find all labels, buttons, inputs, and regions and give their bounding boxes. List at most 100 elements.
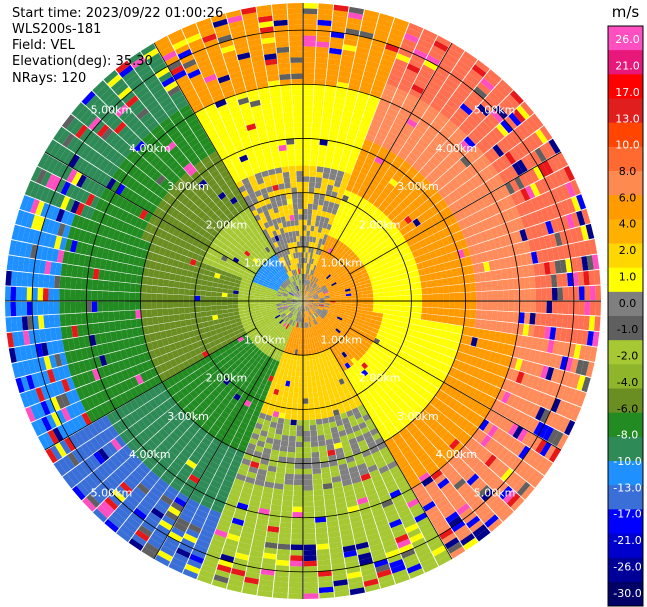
velocity-gate xyxy=(520,335,528,348)
velocity-gate xyxy=(561,273,569,287)
velocity-gate xyxy=(293,490,303,497)
velocity-gate xyxy=(370,277,377,283)
velocity-gate xyxy=(304,284,307,291)
velocity-gate xyxy=(356,291,363,296)
velocity-gate xyxy=(227,301,233,305)
velocity-gate xyxy=(284,473,294,480)
velocity-gate xyxy=(464,283,471,292)
velocity-gate xyxy=(364,221,372,229)
velocity-gate xyxy=(344,285,351,290)
velocity-gate xyxy=(550,188,561,204)
velocity-gate xyxy=(471,128,484,141)
velocity-gate xyxy=(293,495,303,502)
velocity-gate xyxy=(331,208,338,215)
velocity-gate xyxy=(357,253,365,260)
velocity-gate xyxy=(361,307,368,311)
velocity-gate xyxy=(284,385,290,392)
velocity-gate xyxy=(207,320,214,327)
velocity-gate xyxy=(293,359,297,366)
velocity-gate xyxy=(573,286,580,301)
velocity-gate xyxy=(387,212,396,221)
velocity-gate xyxy=(502,311,509,322)
velocity-gate xyxy=(357,297,363,301)
velocity-gate xyxy=(315,287,321,292)
velocity-gate xyxy=(356,306,363,311)
velocity-gate xyxy=(383,305,390,310)
velocity-gate xyxy=(315,57,328,64)
velocity-gate xyxy=(415,157,426,168)
velocity-gate xyxy=(350,244,357,251)
velocity-gate xyxy=(326,206,333,214)
velocity-gate xyxy=(444,139,456,152)
velocity-gate xyxy=(411,83,425,95)
velocity-gate xyxy=(333,10,348,18)
velocity-gate xyxy=(435,35,452,48)
velocity-gate xyxy=(5,317,12,333)
velocity-gate xyxy=(438,199,449,210)
velocity-gate xyxy=(340,296,347,299)
velocity-gate xyxy=(373,257,381,264)
velocity-gate xyxy=(535,301,542,313)
velocity-gate xyxy=(372,113,384,123)
velocity-gate xyxy=(388,33,404,43)
velocity-gate xyxy=(338,216,345,224)
velocity-gate xyxy=(335,260,342,267)
velocity-gate xyxy=(316,35,330,43)
velocity-gate xyxy=(329,270,336,276)
velocity-gate xyxy=(457,197,467,209)
velocity-gate xyxy=(323,200,330,207)
velocity-gate xyxy=(308,247,312,253)
velocity-gate xyxy=(334,147,344,155)
velocity-gate xyxy=(295,371,300,377)
velocity-gate xyxy=(318,281,324,287)
velocity-gate xyxy=(360,284,367,289)
velocity-gate xyxy=(514,176,525,190)
velocity-gate xyxy=(412,218,421,227)
velocity-gate xyxy=(406,252,415,260)
velocity-gate xyxy=(543,352,553,367)
velocity-gate xyxy=(400,267,408,274)
velocity-gate xyxy=(303,436,311,442)
velocity-gate xyxy=(330,263,336,269)
velocity-gate xyxy=(392,173,402,183)
velocity-gate xyxy=(417,138,429,149)
velocity-gate xyxy=(313,284,319,290)
velocity-gate xyxy=(357,91,370,100)
velocity-gate xyxy=(364,228,372,236)
velocity-gate xyxy=(303,425,310,431)
velocity-gate xyxy=(418,119,430,130)
velocity-gate xyxy=(406,93,419,104)
velocity-gate xyxy=(429,141,441,152)
velocity-gate xyxy=(366,60,380,69)
velocity-gate xyxy=(543,326,551,340)
velocity-gate xyxy=(403,98,417,109)
velocity-gate xyxy=(317,554,331,561)
velocity-gate xyxy=(324,258,330,265)
velocity-gate xyxy=(283,489,294,496)
velocity-gate xyxy=(456,267,464,276)
velocity-gate xyxy=(520,201,531,215)
velocity-gate xyxy=(316,288,322,293)
velocity-gate xyxy=(393,315,400,321)
velocity-gate xyxy=(326,74,338,82)
velocity-gate xyxy=(530,301,536,313)
velocity-gate xyxy=(525,252,533,265)
velocity-gate xyxy=(307,295,313,299)
velocity-gate xyxy=(278,532,291,540)
velocity-gate xyxy=(146,309,153,318)
velocity-gate xyxy=(303,479,313,486)
velocity-gate xyxy=(113,301,119,311)
velocity-gate xyxy=(310,289,315,294)
velocity-gate xyxy=(547,157,559,173)
velocity-gate xyxy=(356,309,362,314)
velocity-gate xyxy=(289,566,303,572)
velocity-gate xyxy=(409,258,417,266)
velocity-gate xyxy=(446,234,455,245)
velocity-gate xyxy=(311,290,316,295)
velocity-gate xyxy=(343,314,350,319)
velocity-gate xyxy=(378,236,387,244)
velocity-gate xyxy=(510,219,520,232)
velocity-gate xyxy=(534,276,541,289)
velocity-gate xyxy=(382,173,392,183)
velocity-gate xyxy=(324,305,330,308)
